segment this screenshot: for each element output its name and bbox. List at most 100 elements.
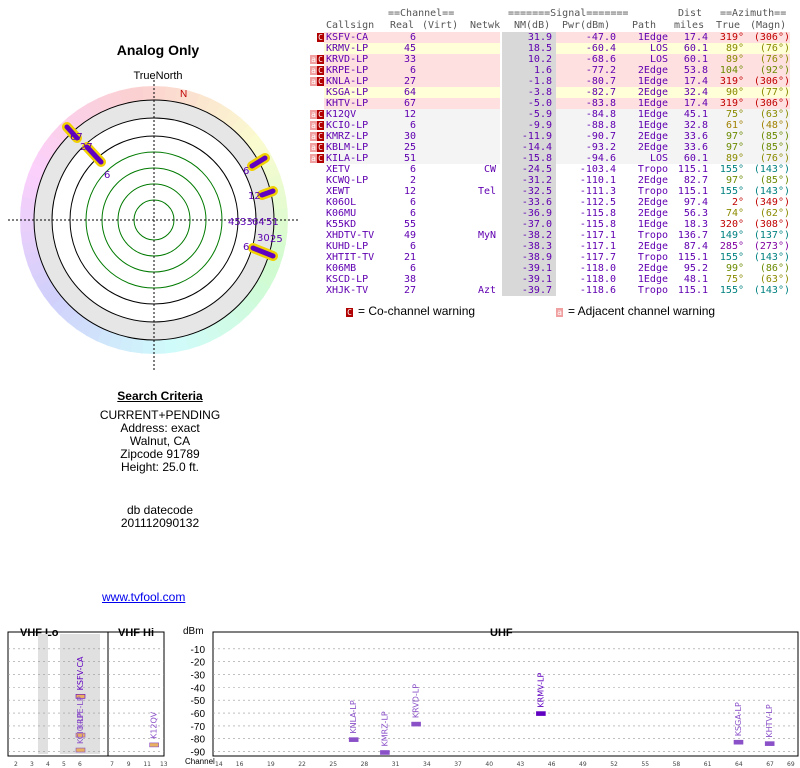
adjacent-channel-legend: = Adjacent channel warning bbox=[568, 304, 716, 318]
power-dbm: -60.4 bbox=[585, 43, 616, 54]
azimuth-ring-segment bbox=[221, 311, 241, 331]
distance-miles: 17.4 bbox=[683, 98, 708, 109]
noise-margin: 10.2 bbox=[527, 54, 552, 65]
power-dbm: -90.7 bbox=[585, 131, 616, 142]
noise-margin: -3.8 bbox=[527, 87, 552, 98]
distance-miles: 17.4 bbox=[683, 76, 708, 87]
power-dbm: -77.2 bbox=[585, 65, 616, 76]
station-row: a C KRVD-LP 33 10.2 -68.6 LOS 60.1 89° (76°) bbox=[310, 54, 790, 65]
station-row: K06OL 6 -33.6 -112.5 2Edge 97.4 2° (349°) bbox=[310, 197, 790, 208]
x-tick-label: 64 bbox=[735, 761, 743, 768]
network: Tel bbox=[477, 186, 496, 197]
azimuth-true: 97° bbox=[725, 142, 744, 153]
callsign: XHDTV-TV bbox=[326, 230, 375, 241]
radar-label: 64 bbox=[252, 217, 265, 228]
channel-real: 2 bbox=[409, 175, 416, 186]
azimuth-ring-segment bbox=[43, 287, 63, 307]
radar-label: 67 bbox=[70, 132, 83, 143]
path: LOS bbox=[649, 43, 668, 54]
azimuth-ring-segment bbox=[20, 218, 35, 232]
noise-margin: -9.9 bbox=[527, 120, 552, 131]
x-tick-label: 58 bbox=[673, 761, 681, 768]
channel-real: 49 bbox=[403, 230, 416, 241]
channel-real: 51 bbox=[403, 153, 416, 164]
azimuth-ring-segment bbox=[251, 280, 271, 298]
azimuth-magnetic: (143°) bbox=[753, 186, 790, 197]
noise-margin: -31.2 bbox=[521, 175, 552, 186]
station-row: K06MU 6 -36.9 -115.8 2Edge 56.3 74° (62°) bbox=[310, 208, 790, 219]
azimuth-magnetic: (62°) bbox=[759, 208, 790, 219]
azimuth-ring-segment bbox=[51, 124, 70, 143]
path: Tropo bbox=[637, 252, 668, 263]
callsign: KMRZ-LP bbox=[326, 131, 369, 142]
azimuth-magnetic: (92°) bbox=[759, 65, 790, 76]
station-row: C KSFV-CA 6 31.9 -47.0 1Edge 17.4 319° (306°) bbox=[310, 32, 790, 43]
azimuth-ring-segment bbox=[231, 117, 250, 136]
channel-real: 6 bbox=[409, 208, 416, 219]
azimuth-true: 61° bbox=[725, 120, 744, 131]
tvfool-link[interactable]: www.tvfool.com bbox=[102, 590, 186, 604]
adjacent-channel-badge: a bbox=[310, 132, 317, 141]
azimuth-true: 75° bbox=[725, 109, 744, 120]
network: CW bbox=[483, 164, 496, 175]
power-dbm: -103.4 bbox=[579, 164, 616, 175]
power-dbm: -115.8 bbox=[579, 208, 616, 219]
azimuth-true: 74° bbox=[725, 208, 744, 219]
callsign: KCIO-LP bbox=[326, 120, 369, 131]
station-mark bbox=[411, 721, 421, 727]
azimuth-ring-segment bbox=[108, 90, 124, 108]
power-dbm: -93.2 bbox=[585, 142, 616, 153]
station-row: a C KNLA-LP 27 -1.8 -80.7 1Edge 17.4 319° (306°) bbox=[310, 76, 790, 87]
channel-real: 12 bbox=[403, 109, 416, 120]
callsign: XHTIT-TV bbox=[326, 252, 375, 263]
azimuth-ring-segment bbox=[173, 335, 189, 353]
col-true: True bbox=[716, 20, 741, 31]
power-dbm: -117.1 bbox=[579, 241, 616, 252]
azimuth-magnetic: (349°) bbox=[753, 197, 790, 208]
power-dbm: -115.8 bbox=[579, 219, 616, 230]
callsign: KSFV-CA bbox=[326, 32, 369, 43]
distance-miles: 60.1 bbox=[683, 153, 708, 164]
x-tick-label: 4 bbox=[46, 761, 50, 768]
channel-real: 25 bbox=[403, 142, 416, 153]
y-tick-label: -80 bbox=[191, 735, 206, 746]
channel-real: 33 bbox=[403, 54, 416, 65]
azimuth-ring-segment bbox=[204, 98, 223, 117]
station-row: KUHD-LP 6 -38.3 -117.1 2Edge 87.4 285° (273°) bbox=[310, 241, 790, 252]
power-dbm: -117.7 bbox=[579, 252, 616, 263]
azimuth-true: 319° bbox=[719, 76, 744, 87]
channel-real: 27 bbox=[403, 285, 416, 296]
callsign: KRMV-LP bbox=[326, 43, 369, 54]
y-tick-label: -10 bbox=[191, 645, 206, 656]
x-tick-label: 46 bbox=[548, 761, 556, 768]
band-label-vhf-lo: VHF Lo bbox=[20, 627, 59, 639]
compass-n: N bbox=[180, 89, 187, 100]
noise-margin: -38.9 bbox=[521, 252, 552, 263]
azimuth-ring-segment bbox=[245, 133, 265, 153]
azimuth-true: 149° bbox=[719, 230, 744, 241]
callsign: KNLA-LP bbox=[326, 76, 369, 87]
co-channel-badge: C bbox=[346, 308, 353, 317]
search-criteria: Search Criteria CURRENT+PENDING Address:… bbox=[40, 390, 280, 530]
channel-shade bbox=[38, 634, 48, 754]
azimuth-ring-segment bbox=[214, 103, 232, 123]
search-criteria-heading: Search Criteria bbox=[117, 389, 203, 403]
col-virt: (Virt) bbox=[422, 20, 459, 31]
azimuth-ring-segment bbox=[222, 110, 242, 129]
channel-real: 64 bbox=[403, 87, 416, 98]
station-mark bbox=[75, 747, 86, 753]
distance-miles: 115.1 bbox=[677, 252, 708, 263]
x-tick-label: 13 bbox=[160, 761, 168, 768]
channel-real: 30 bbox=[403, 131, 416, 142]
co-channel-badge: C bbox=[317, 77, 324, 86]
azimuth-magnetic: (306°) bbox=[753, 76, 790, 87]
azimuth-ring-segment bbox=[273, 220, 288, 233]
station-row: KSGA-LP 64 -3.8 -82.7 2Edge 32.4 90° (77°) bbox=[310, 87, 790, 98]
noise-margin: -33.6 bbox=[521, 197, 552, 208]
power-dbm: -118.6 bbox=[579, 285, 616, 296]
azimuth-magnetic: (306°) bbox=[753, 98, 790, 109]
azimuth-magnetic: (143°) bbox=[753, 252, 790, 263]
azimuth-true: 155° bbox=[719, 285, 744, 296]
azimuth-true: 89° bbox=[725, 43, 744, 54]
station-row: KRMV-LP 45 18.5 -60.4 LOS 60.1 89° (76°) bbox=[310, 43, 790, 54]
